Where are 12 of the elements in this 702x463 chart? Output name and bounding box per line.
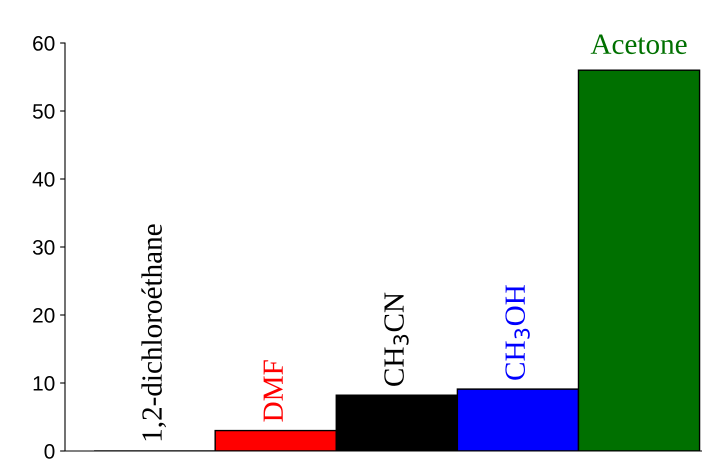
y-tick-label: 60 (33, 36, 54, 51)
y-tick-label: 20 (33, 308, 54, 323)
x-tick-label: DMF (264, 360, 283, 422)
y-tick-label: 10 (34, 376, 54, 391)
y-tick-label: 40 (32, 172, 54, 187)
x-tick-label: CH$_{3}$CN (384, 292, 409, 386)
x-tick-label: 1,2-dichloroéthane (141, 224, 166, 440)
y-tick-label: 30 (32, 240, 54, 255)
y-tick-label: 50 (32, 104, 54, 119)
x-tick-label: Acetone (590, 34, 687, 54)
x-tick-label: CH$_{3}$OH (505, 285, 530, 380)
y-tick-label: 0 (44, 444, 54, 459)
